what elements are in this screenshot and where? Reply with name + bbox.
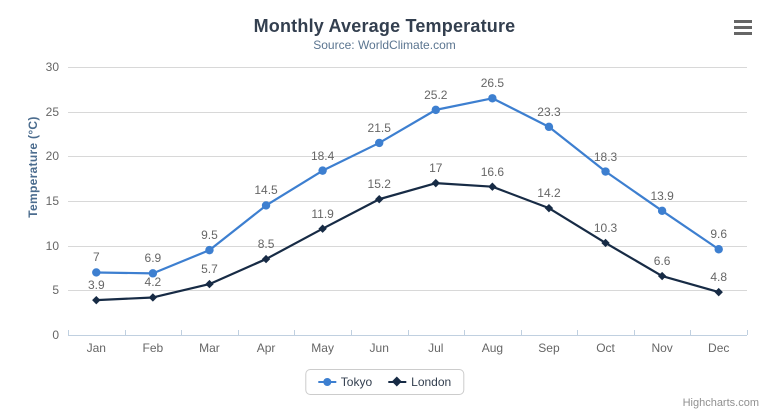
data-point-london-apr[interactable]	[261, 254, 271, 264]
data-point-london-jul[interactable]	[431, 178, 440, 188]
data-point-tokyo-dec[interactable]	[714, 245, 723, 254]
y-axis-tick-label: 15	[45, 194, 59, 208]
x-axis-tick	[520, 330, 522, 335]
x-axis-tick	[407, 330, 409, 335]
x-axis-tick	[577, 330, 579, 335]
hamburger-bar-1	[734, 19, 752, 23]
x-axis-tick	[350, 330, 352, 335]
plot-area: 0 5 10 15 20 25 30 7 6.9 9.5 14.5 18.4 21.5 25.2 26.5…	[46, 60, 747, 342]
data-point-london-feb[interactable]	[148, 293, 158, 302]
gridline	[68, 290, 747, 292]
x-axis-tick	[690, 330, 692, 335]
gridline	[68, 156, 747, 158]
legend-item-tokyo[interactable]: Tokyo	[317, 375, 373, 389]
hamburger-menu-icon[interactable]	[731, 16, 755, 38]
x-axis-tick	[294, 330, 296, 335]
legend-marker-circle-icon	[317, 376, 336, 388]
gridline	[68, 245, 747, 247]
data-point-tokyo-oct[interactable]	[601, 167, 610, 176]
legend-marker-diamond-icon	[388, 376, 407, 388]
x-axis-tick-label: Aug	[481, 341, 504, 355]
data-point-tokyo-may[interactable]	[318, 166, 327, 175]
data-point-tokyo-aug[interactable]	[488, 94, 497, 103]
data-point-london-mar[interactable]	[205, 279, 214, 289]
data-point-tokyo-sep[interactable]	[544, 122, 554, 132]
x-axis-tick	[181, 330, 183, 335]
y-axis-title: Temperature (°C)	[26, 116, 40, 218]
x-axis-tick-label: May	[311, 341, 334, 355]
y-axis-tick-label: 20	[45, 149, 59, 164]
data-point-tokyo-feb[interactable]	[148, 269, 158, 278]
data-point-tokyo-jun[interactable]	[375, 138, 384, 148]
gridline	[68, 111, 747, 113]
legend-item-london[interactable]: London	[388, 375, 451, 389]
x-axis-tick-label: Dec	[708, 341, 730, 355]
x-axis-tick-label: Feb	[142, 341, 164, 355]
x-axis-tick-label: Sep	[538, 341, 560, 355]
y-axis-tick-label: 30	[45, 60, 59, 74]
x-axis-tick-label: Jan	[86, 341, 106, 355]
x-axis-tick-label: Jul	[428, 341, 444, 355]
x-axis-tick	[747, 330, 748, 335]
x-axis-tick-label: Jun	[369, 341, 389, 355]
gridline	[68, 67, 747, 68]
data-point-london-jan[interactable]	[92, 295, 101, 305]
data-point-tokyo-nov[interactable]	[657, 206, 667, 216]
x-axis-tick	[68, 330, 69, 335]
x-axis-line	[68, 335, 747, 336]
y-axis-tick-label: 10	[45, 238, 59, 253]
data-point-london-oct[interactable]	[601, 238, 610, 248]
x-axis-tick	[464, 330, 466, 335]
y-axis-tick-label: 0	[52, 328, 59, 342]
series-layer	[92, 94, 723, 305]
chart-subtitle: Source: WorldClimate.com	[313, 38, 456, 52]
x-axis-tick-label: Apr	[256, 341, 276, 355]
data-point-tokyo-jan[interactable]	[92, 268, 101, 277]
x-axis-tick	[237, 330, 239, 335]
data-point-london-jun[interactable]	[375, 195, 384, 204]
legend-label: London	[411, 375, 452, 389]
data-point-tokyo-mar[interactable]	[205, 245, 214, 255]
x-axis-tick-label: Mar	[199, 341, 220, 355]
y-axis-tick-label: 25	[45, 104, 59, 119]
data-point-tokyo-jul[interactable]	[431, 105, 440, 115]
legend-label: Tokyo	[340, 375, 373, 389]
x-axis-tick	[124, 330, 126, 335]
data-point-london-nov[interactable]	[657, 271, 667, 281]
series-line-tokyo[interactable]	[95, 97, 720, 275]
y-axis-tick-label: 5	[52, 283, 59, 298]
data-point-london-aug[interactable]	[488, 182, 497, 191]
x-axis-tick	[633, 330, 635, 335]
x-axis-tick-label: Oct	[596, 341, 615, 355]
chart-legend: Tokyo London	[304, 369, 465, 395]
hamburger-bar-2	[734, 25, 752, 29]
series-line-london[interactable]	[95, 182, 720, 302]
hamburger-bar-3	[734, 31, 752, 35]
gridline	[68, 201, 747, 202]
credits-link[interactable]: Highcharts.com	[682, 397, 759, 409]
data-point-london-may[interactable]	[318, 224, 327, 233]
data-point-tokyo-apr[interactable]	[261, 201, 271, 210]
data-point-london-dec[interactable]	[714, 287, 723, 297]
x-axis-tick-label: Nov	[651, 341, 673, 355]
page-title: Monthly Average Temperature	[253, 16, 516, 36]
